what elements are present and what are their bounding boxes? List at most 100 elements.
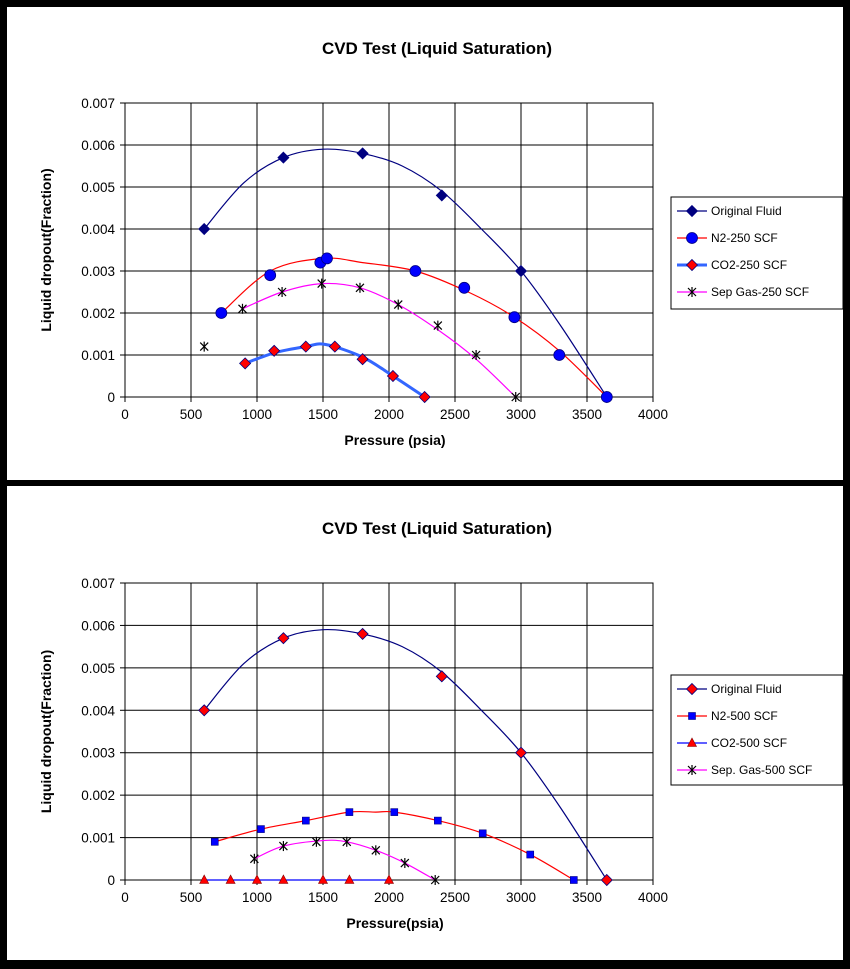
x-tick-label: 1500 xyxy=(308,407,338,422)
y-tick-label: 0.005 xyxy=(81,661,115,676)
legend-marker xyxy=(686,232,698,244)
data-point xyxy=(371,845,381,856)
data-point xyxy=(277,632,290,645)
y-tick-label: 0.003 xyxy=(81,746,115,761)
x-tick-label: 4000 xyxy=(638,407,668,422)
chart-title: CVD Test (Liquid Saturation) xyxy=(322,39,552,58)
legend: Original Fluid N2-250 SCF CO2-250 SCF Sep G… xyxy=(670,196,843,310)
data-point xyxy=(393,299,403,310)
data-point xyxy=(317,278,327,289)
x-axis-title: Pressure(psia) xyxy=(346,915,443,931)
data-point xyxy=(277,151,290,164)
y-axis-title: Liquid dropout(Fraction) xyxy=(38,650,54,813)
y-tick-label: 0.004 xyxy=(81,222,115,237)
series-2 xyxy=(210,808,578,884)
legend: Original Fluid N2-500 SCF CO2-500 SCF Sep. … xyxy=(670,674,843,786)
data-point xyxy=(278,841,288,852)
legend-marker xyxy=(685,204,699,218)
data-point xyxy=(600,873,613,887)
series-2 xyxy=(215,252,613,403)
series-1 xyxy=(198,627,613,887)
y-tick-label: 0.007 xyxy=(81,96,115,111)
y-axis-title: Liquid dropout(Fraction) xyxy=(38,168,54,331)
chart-bottom: CVD Test (Liquid Saturation) 0 500 1000 1500… xyxy=(38,519,843,931)
series-line xyxy=(242,282,517,398)
y-tick-label: 0.007 xyxy=(81,576,115,591)
y-tick-label: 0.002 xyxy=(81,788,115,803)
legend-marker xyxy=(687,765,697,775)
legend-entry: Original Fluid xyxy=(677,204,782,218)
x-tick-label: 3500 xyxy=(572,890,602,905)
data-point xyxy=(418,390,431,404)
data-point xyxy=(355,282,365,293)
data-point xyxy=(435,670,448,683)
series-3 xyxy=(199,874,394,884)
data-point xyxy=(569,876,578,884)
chart-title: CVD Test (Liquid Saturation) xyxy=(322,519,552,538)
x-tick-label: 500 xyxy=(180,890,203,905)
x-tick-label: 4000 xyxy=(638,890,668,905)
data-point xyxy=(344,874,355,884)
legend-label: Sep Gas-250 SCF xyxy=(711,285,809,299)
data-point xyxy=(311,836,321,847)
x-axis-title: Pressure (psia) xyxy=(344,432,445,448)
y-tick-label: 0.006 xyxy=(81,138,115,153)
data-point xyxy=(264,269,277,282)
legend-label: Sep. Gas-500 SCF xyxy=(711,763,812,777)
data-point xyxy=(268,344,281,357)
series-line xyxy=(203,628,608,881)
data-point xyxy=(198,222,211,236)
y-tick-label: 0.005 xyxy=(81,180,115,195)
data-point xyxy=(400,858,410,869)
data-point xyxy=(318,874,328,884)
data-point xyxy=(238,303,247,314)
y-tick-label: 0.002 xyxy=(81,306,115,321)
legend-entry: Sep Gas-250 SCF xyxy=(677,285,809,299)
data-point xyxy=(478,829,487,838)
data-point xyxy=(434,816,442,825)
x-tick-label: 3000 xyxy=(506,890,536,905)
legend-entry: CO2-250 SCF xyxy=(677,258,787,272)
data-point xyxy=(409,265,422,277)
series-4 xyxy=(249,836,440,885)
legend-marker xyxy=(685,682,699,696)
x-tick-label: 2500 xyxy=(440,407,470,422)
y-tick-label: 0.006 xyxy=(81,618,115,633)
data-point xyxy=(390,808,399,816)
data-point xyxy=(384,874,394,884)
data-point xyxy=(239,357,252,370)
data-point xyxy=(277,287,287,297)
x-tick-label: 3000 xyxy=(506,407,536,422)
series-line xyxy=(214,810,575,881)
legend-marker xyxy=(685,258,699,272)
chart-top: CVD Test (Liquid Saturation) 0 500 1000 1500… xyxy=(38,39,843,448)
x-tick-label: 1000 xyxy=(242,890,272,905)
data-point xyxy=(278,874,289,884)
chart-panel-top: CVD Test (Liquid Saturation) 0 500 1000 1500… xyxy=(6,6,844,481)
data-point xyxy=(252,874,262,884)
y-tick-label: 0.001 xyxy=(81,348,115,363)
data-point xyxy=(199,341,209,352)
data-point xyxy=(508,311,521,324)
x-tick-label: 0 xyxy=(121,407,129,422)
y-tick-label: 0 xyxy=(107,873,115,888)
x-tick-label: 500 xyxy=(180,407,203,422)
data-point xyxy=(215,307,228,319)
y-tick-label: 0.003 xyxy=(81,264,115,279)
legend-label: Original Fluid xyxy=(711,682,782,696)
data-point xyxy=(299,340,312,353)
legend-entry: Original Fluid xyxy=(677,682,782,696)
data-point xyxy=(526,850,535,859)
x-tick-label: 2000 xyxy=(374,407,404,422)
data-point xyxy=(198,704,211,717)
data-point xyxy=(471,350,481,360)
y-tick-label: 0.001 xyxy=(81,831,115,846)
x-tick-label: 1500 xyxy=(308,890,338,905)
legend-entry: CO2-500 SCF xyxy=(677,736,787,750)
legend-box xyxy=(670,196,843,310)
data-point xyxy=(600,391,613,403)
x-tick-label: 3500 xyxy=(572,407,602,422)
legend-marker xyxy=(687,737,697,747)
series-4 xyxy=(199,278,521,402)
y-tick-label: 0.004 xyxy=(81,703,115,718)
